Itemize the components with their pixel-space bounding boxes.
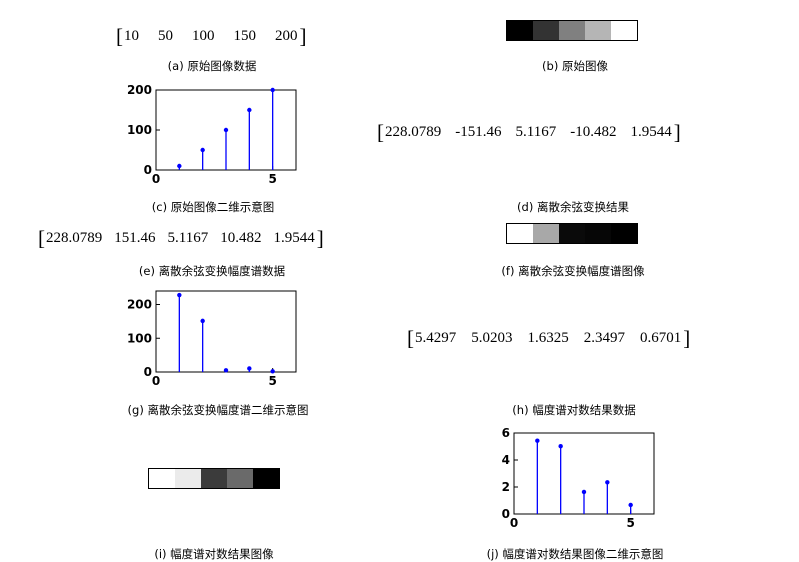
gray-cell (585, 21, 611, 40)
y-tick-label: 200 (127, 83, 152, 97)
x-tick-label: 0 (152, 172, 160, 186)
stem-marker (270, 369, 275, 374)
stem-marker (558, 444, 563, 449)
stem-marker (200, 147, 205, 153)
vector-e-value: 228.0789 (46, 230, 103, 246)
vector-a: [ 10 50 100 150 200 ] (116, 26, 307, 47)
stem-marker (223, 127, 229, 133)
grayscale-strip-i (148, 468, 280, 489)
right-bracket: ] (299, 24, 307, 48)
y-tick-label: 0 (502, 507, 510, 521)
gray-cell (559, 21, 585, 40)
stem-marker (605, 480, 610, 485)
stem-plot-j: 0 2 4 6 0 5 (502, 426, 655, 530)
caption-a: (a) 原始图像数据 (167, 59, 257, 73)
vector-h-value: 5.4297 (415, 330, 457, 346)
gray-cell (253, 469, 279, 488)
stem-marker (270, 87, 275, 93)
left-bracket: [ (116, 24, 123, 48)
x-tick-label: 5 (626, 516, 634, 530)
x-tick-label: 5 (268, 172, 276, 186)
stem-marker (535, 438, 540, 443)
stem-marker (177, 292, 182, 298)
stem-marker (581, 489, 587, 495)
vector-d-value: 228.0789 (385, 124, 442, 140)
y-tick-label: 100 (127, 331, 152, 345)
vector-a-value: 200 (275, 28, 298, 44)
gray-cell (507, 224, 533, 243)
vector-d-value: -151.46 (455, 124, 502, 140)
stem-marker (247, 366, 252, 371)
stem-marker (177, 163, 182, 169)
gray-cell (585, 224, 611, 243)
gray-cell (507, 21, 533, 40)
gray-cell (175, 469, 201, 488)
gray-cell (611, 224, 637, 243)
gray-cell (611, 21, 637, 40)
y-tick-label: 0 (144, 163, 152, 177)
caption-e: (e) 离散余弦变换幅度谱数据 (138, 264, 286, 278)
gray-cell (559, 224, 585, 243)
vector-d: [ 228.0789 -151.46 5.1167 -10.482 1.9544… (377, 122, 681, 143)
caption-h: (h) 幅度谱对数结果数据 (512, 403, 636, 417)
vector-a-value: 150 (233, 28, 257, 44)
gray-cell (227, 469, 253, 488)
left-bracket: [ (407, 326, 414, 350)
grayscale-strip-b (506, 20, 638, 41)
x-tick-label: 0 (152, 374, 160, 388)
y-tick-label: 100 (127, 123, 152, 137)
y-tick-label: 0 (144, 365, 152, 379)
gray-cell (533, 21, 559, 40)
x-tick-label: 0 (510, 516, 518, 530)
plot-frame (155, 290, 297, 373)
stem-plot-c: 0 100 200 0 5 (127, 83, 297, 186)
right-bracket: ] (673, 120, 681, 144)
grayscale-strip-f (506, 223, 638, 244)
stem-marker (200, 318, 205, 324)
vector-d-value: 1.9544 (630, 124, 672, 140)
y-tick-label: 6 (502, 426, 510, 440)
y-tick-label: 200 (127, 298, 152, 312)
vector-e-value: 10.482 (220, 230, 262, 246)
caption-i: (i) 幅度谱对数结果图像 (154, 547, 274, 561)
y-tick-label: 4 (502, 453, 510, 467)
right-bracket: ] (683, 326, 691, 350)
x-tick-label: 5 (268, 374, 276, 388)
caption-c: (c) 原始图像二维示意图 (151, 200, 275, 214)
vector-e: [ 228.0789 151.46 5.1167 10.482 1.9544 ] (38, 228, 324, 249)
caption-b: (b) 原始图像 (542, 59, 608, 73)
vector-a-value: 50 (158, 28, 173, 44)
gray-cell (533, 224, 559, 243)
right-bracket: ] (316, 226, 324, 250)
y-tick-label: 2 (502, 480, 510, 494)
stem-marker (628, 502, 633, 508)
vector-a-value: 100 (192, 28, 215, 44)
vector-d-value: 5.1167 (515, 124, 557, 140)
vector-h-value: 2.3497 (583, 330, 625, 346)
vector-e-value: 5.1167 (167, 230, 209, 246)
vector-e-value: 151.46 (114, 230, 156, 246)
vector-d-value: -10.482 (570, 124, 617, 140)
stem-marker (247, 107, 252, 113)
vector-h-value: 1.6325 (527, 330, 569, 346)
gray-cell (201, 469, 227, 488)
vector-h: [ 5.4297 5.0203 1.6325 2.3497 0.6701 ] (407, 328, 690, 349)
caption-d: (d) 离散余弦变换结果 (517, 200, 629, 214)
caption-f: (f) 离散余弦变换幅度谱图像 (501, 264, 645, 278)
vector-h-value: 0.6701 (640, 330, 682, 346)
vector-a-value: 10 (124, 28, 139, 44)
left-bracket: [ (38, 226, 45, 250)
vector-h-value: 5.0203 (471, 330, 513, 346)
caption-j: (j) 幅度谱对数结果图像二维示意图 (486, 547, 664, 561)
stem-plot-g: 0 100 200 0 5 (127, 290, 297, 388)
stem-marker (223, 368, 229, 373)
caption-g: (g) 离散余弦变换幅度谱二维示意图 (127, 403, 309, 417)
left-bracket: [ (377, 120, 384, 144)
gray-cell (149, 469, 175, 488)
vector-e-value: 1.9544 (273, 230, 315, 246)
